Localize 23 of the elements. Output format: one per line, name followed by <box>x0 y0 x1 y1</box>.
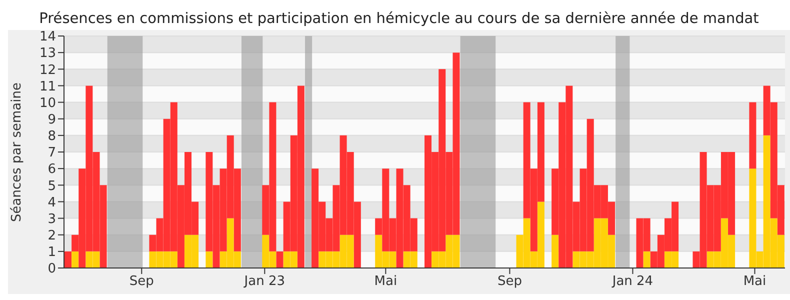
chart-title: Présences en commissions et participation en hémicycle au cours de sa dernière année de mandat <box>38 10 760 29</box>
x-tick-label: Sep <box>129 274 154 290</box>
x-tick-label: Jan 23 <box>243 274 286 290</box>
y-tick-label: 6 <box>48 162 56 178</box>
x-tick-label: Mai <box>374 274 398 290</box>
x-tick-label: Jan 24 <box>611 274 654 290</box>
y-tick-label: 14 <box>39 30 56 45</box>
y-tick-label: 11 <box>39 79 56 94</box>
y-tick-label: 0 <box>48 262 56 277</box>
y-tick-label: 3 <box>48 212 56 227</box>
y-tick-label: 5 <box>48 178 56 194</box>
y-axis-title: Séances par semaine <box>10 82 25 222</box>
x-tick-label: Sep <box>497 274 522 290</box>
y-tick-label: 12 <box>39 62 56 78</box>
y-tick-label: 10 <box>39 96 56 111</box>
y-tick-label: 8 <box>48 129 56 144</box>
y-tick-label: 9 <box>48 112 56 128</box>
y-tick-label: 2 <box>48 228 56 244</box>
y-tick-label: 4 <box>48 195 56 210</box>
y-tick-label: 1 <box>48 245 56 260</box>
y-tick-label: 13 <box>39 46 56 62</box>
x-tick-label: Mai <box>743 274 766 290</box>
y-tick-label: 7 <box>48 146 56 161</box>
